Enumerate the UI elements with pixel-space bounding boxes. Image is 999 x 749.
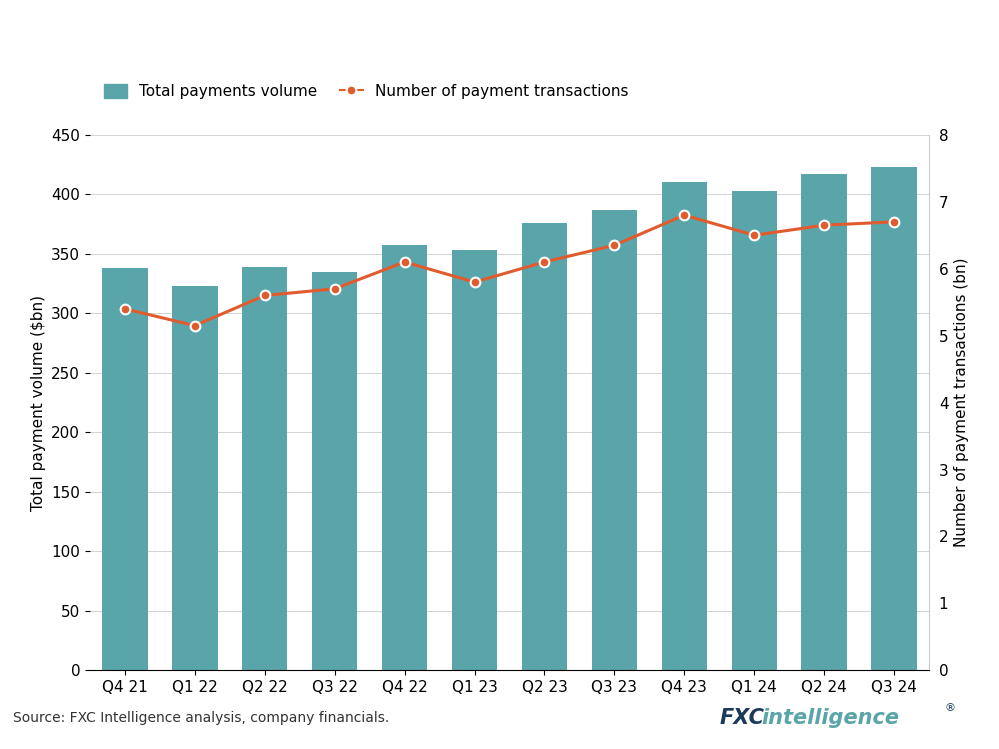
Y-axis label: Number of payment transactions (bn): Number of payment transactions (bn) <box>954 258 969 548</box>
Text: PayPal’s total payment volume, payment transactions grow: PayPal’s total payment volume, payment t… <box>13 29 993 57</box>
Bar <box>591 210 637 670</box>
Text: ®: ® <box>944 703 955 714</box>
Bar <box>242 267 288 670</box>
Text: intelligence: intelligence <box>761 708 899 728</box>
Bar <box>661 183 707 670</box>
Text: FXC: FXC <box>719 708 764 728</box>
Bar <box>452 250 498 670</box>
Bar <box>521 223 567 670</box>
Bar <box>172 286 218 670</box>
Bar <box>102 268 148 670</box>
Text: PayPal quarterly total payment volume and number of payment transactions: PayPal quarterly total payment volume an… <box>13 93 707 112</box>
Bar <box>382 246 428 670</box>
Bar <box>871 167 917 670</box>
Bar <box>801 174 847 670</box>
Bar <box>731 191 777 670</box>
Bar <box>312 272 358 670</box>
Y-axis label: Total payment volume ($bn): Total payment volume ($bn) <box>31 294 46 511</box>
Legend: Total payments volume, Number of payment transactions: Total payments volume, Number of payment… <box>98 78 634 106</box>
Text: Source: FXC Intelligence analysis, company financials.: Source: FXC Intelligence analysis, compa… <box>13 711 390 725</box>
